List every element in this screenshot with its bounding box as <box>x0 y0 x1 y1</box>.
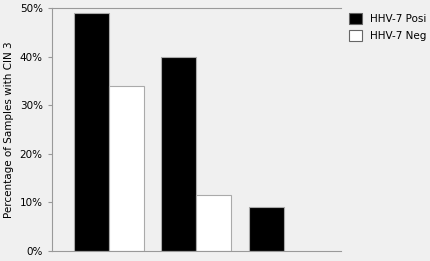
Bar <box>249 207 283 251</box>
Bar <box>161 57 196 251</box>
Y-axis label: Percentage of Samples with CIN 3: Percentage of Samples with CIN 3 <box>4 41 14 218</box>
Bar <box>108 86 144 251</box>
Legend: HHV-7 Posi, HHV-7 Neg: HHV-7 Posi, HHV-7 Neg <box>348 13 425 41</box>
Bar <box>74 13 108 251</box>
Bar <box>196 195 231 251</box>
